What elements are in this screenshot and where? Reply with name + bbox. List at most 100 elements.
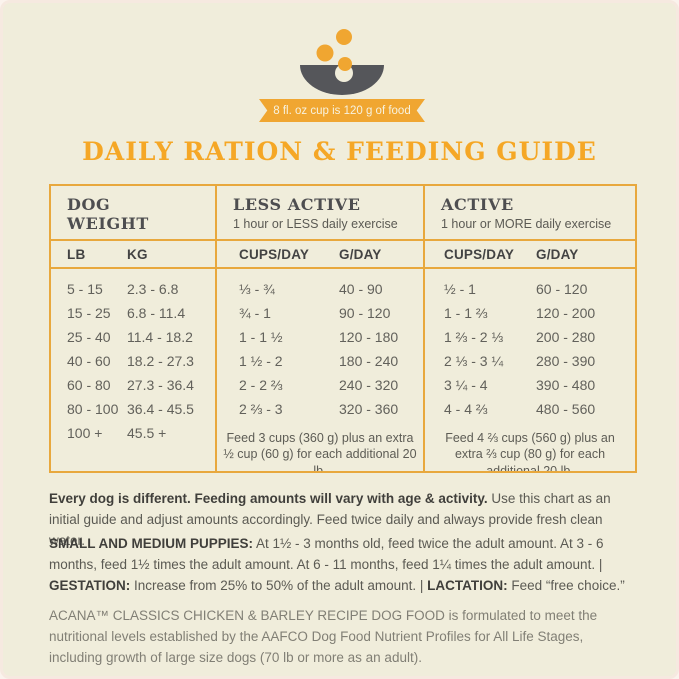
table-cell: 1 - 1 ½ [239,329,283,345]
cup-info-badge: 8 fl. oz cup is 120 g of food [259,99,425,122]
table-cell: ⅓ - ¾ [239,281,275,297]
table-row: 3 ¼ - 4 390 - 480 [425,373,635,397]
table-cell: 320 - 360 [339,401,399,417]
active-body: ½ - 1 60 - 120 1 - 1 ⅔ 120 - 200 1 ⅔ - 2 ⅓ 20… [423,267,635,471]
table-row: 5 - 15 2.3 - 6.8 [51,277,215,301]
weight-rows: 5 - 15 2.3 - 6.8 15 - 25 6.8 - 11.4 25 - 40 1… [51,277,215,445]
table-cell: 27.3 - 36.4 [127,377,194,393]
footnote-text: Feed “free choice.” [507,577,625,593]
table-cell: ½ - 1 [444,281,476,297]
table-row: 60 - 80 27.3 - 36.4 [51,373,215,397]
table-cell: 40 - 60 [67,353,111,369]
footnote-bold-text: Every dog is different. Feeding amounts … [49,491,488,506]
table-cell: 1 ½ - 2 [239,353,283,369]
table-row: 15 - 25 6.8 - 11.4 [51,301,215,325]
subheader-less-active: CUPS/DAY G/DAY [215,239,423,267]
footnote-text: At 1½ - 3 months old, feed twice the adu… [49,536,604,572]
header-less-active-sub: 1 hour or LESS daily exercise [233,217,398,232]
table-cell: 25 - 40 [67,329,111,345]
footnote-text: Increase from 25% to 50% of the adult am… [130,577,428,593]
table-cell: 80 - 100 [67,401,119,417]
footnote-bold-text: GESTATION: [49,577,131,593]
table-cell: ¾ - 1 [239,305,271,321]
header-dog-weight-label: DOG WEIGHT [67,195,149,234]
table-cell: 120 - 180 [339,329,399,345]
table-cell: 1 - 1 ⅔ [444,305,488,321]
table-cell: 2.3 - 6.8 [127,281,179,297]
table-cell: 280 - 390 [536,353,596,369]
header-active: ACTIVE 1 hour or MORE daily exercise [423,186,635,239]
footnote-bold-text: LACTATION: [427,577,508,593]
header-dog-weight: DOG WEIGHT [51,186,215,239]
footnote-bold-text: SMALL AND MEDIUM PUPPIES: [49,536,254,551]
table-cell: 2 ⅔ - 3 [239,401,283,417]
table-row: 100 + 45.5 + [51,421,215,445]
table-cell: 4 - 4 ⅔ [444,401,488,417]
col-cups-active: CUPS/DAY [444,246,515,262]
table-cell: 40 - 90 [339,281,383,297]
cup-info-text: 8 fl. oz cup is 120 g of food [273,104,411,117]
header-active-label: ACTIVE [441,195,514,214]
weight-body: 5 - 15 2.3 - 6.8 15 - 25 6.8 - 11.4 25 - 40 1… [51,267,215,471]
table-cell: 100 + [67,425,103,441]
footnote-text: Use this chart as an initial guide and a… [49,491,611,548]
table-row: 1 ½ - 2 180 - 240 [217,349,423,373]
table-row: 40 - 60 18.2 - 27.3 [51,349,215,373]
table-row: 1 - 1 ½ 120 - 180 [217,325,423,349]
table-cell: 11.4 - 18.2 [127,329,193,345]
footnote-text: ACANA™ CLASSICS CHICKEN & BARLEY RECIPE … [49,608,598,665]
table-cell: 2 ⅓ - 3 ¼ [444,353,504,369]
table-cell: 45.5 + [127,425,167,441]
table-row: ¾ - 1 90 - 120 [217,301,423,325]
less-active-note: Feed 3 cups (360 g) plus an extra ½ cup … [223,431,417,471]
table-cell: 200 - 280 [536,329,596,345]
col-g-less: G/DAY [339,246,382,262]
footnote-lifestage: SMALL AND MEDIUM PUPPIES: At 1½ - 3 mont… [49,534,638,597]
table-row: 1 ⅔ - 2 ⅓ 200 - 280 [425,325,635,349]
table-cell: 240 - 320 [339,377,399,393]
table-cell: 18.2 - 27.3 [127,353,194,369]
feeding-table: DOG WEIGHT LESS ACTIVE 1 hour or LESS da… [49,184,637,473]
footnote-aafco: ACANA™ CLASSICS CHICKEN & BARLEY RECIPE … [49,606,638,669]
table-cell: 36.4 - 45.5 [127,401,194,417]
active-note: Feed 4 ⅔ cups (560 g) plus an extra ⅔ cu… [445,431,615,471]
bowl-with-kibble-icon [300,29,384,95]
less-active-body: ⅓ - ¾ 40 - 90 ¾ - 1 90 - 120 1 - 1 ½ 120 - 18… [215,267,423,471]
table-cell: 120 - 200 [536,305,596,321]
header-less-active-label: LESS ACTIVE [233,195,361,214]
table-cell: 390 - 480 [536,377,596,393]
table-cell: 180 - 240 [339,353,399,369]
header-active-sub: 1 hour or MORE daily exercise [441,217,612,232]
table-cell: 15 - 25 [67,305,111,321]
page-title: DAILY RATION & FEEDING GUIDE [82,137,597,166]
table-row: 2 - 2 ⅔ 240 - 320 [217,373,423,397]
table-cell: 60 - 120 [536,281,588,297]
table-row: 80 - 100 36.4 - 45.5 [51,397,215,421]
table-row: 25 - 40 11.4 - 18.2 [51,325,215,349]
less-active-rows: ⅓ - ¾ 40 - 90 ¾ - 1 90 - 120 1 - 1 ½ 120 - 18… [217,277,423,421]
table-row: 1 - 1 ⅔ 120 - 200 [425,301,635,325]
table-row: ⅓ - ¾ 40 - 90 [217,277,423,301]
table-cell: 480 - 560 [536,401,596,417]
table-cell: 5 - 15 [67,281,103,297]
col-kg: KG [127,246,148,262]
subheader-weight: LB KG [51,239,215,267]
col-lb: LB [67,246,86,262]
footnote-general: Every dog is different. Feeding amounts … [49,489,638,552]
table-cell: 1 ⅔ - 2 ⅓ [444,329,504,345]
table-row: 4 - 4 ⅔ 480 - 560 [425,397,635,421]
table-row: ½ - 1 60 - 120 [425,277,635,301]
table-cell: 90 - 120 [339,305,391,321]
header-less-active: LESS ACTIVE 1 hour or LESS daily exercis… [215,186,423,239]
active-rows: ½ - 1 60 - 120 1 - 1 ⅔ 120 - 200 1 ⅔ - 2 ⅓ 20… [425,277,635,421]
table-row: 2 ⅔ - 3 320 - 360 [217,397,423,421]
table-row: 2 ⅓ - 3 ¼ 280 - 390 [425,349,635,373]
subheader-active: CUPS/DAY G/DAY [423,239,635,267]
table-cell: 2 - 2 ⅔ [239,377,283,393]
table-cell: 60 - 80 [67,377,111,393]
table-cell: 6.8 - 11.4 [127,305,186,321]
table-cell: 3 ¼ - 4 [444,377,488,393]
col-g-active: G/DAY [536,246,579,262]
col-cups-less: CUPS/DAY [239,246,310,262]
